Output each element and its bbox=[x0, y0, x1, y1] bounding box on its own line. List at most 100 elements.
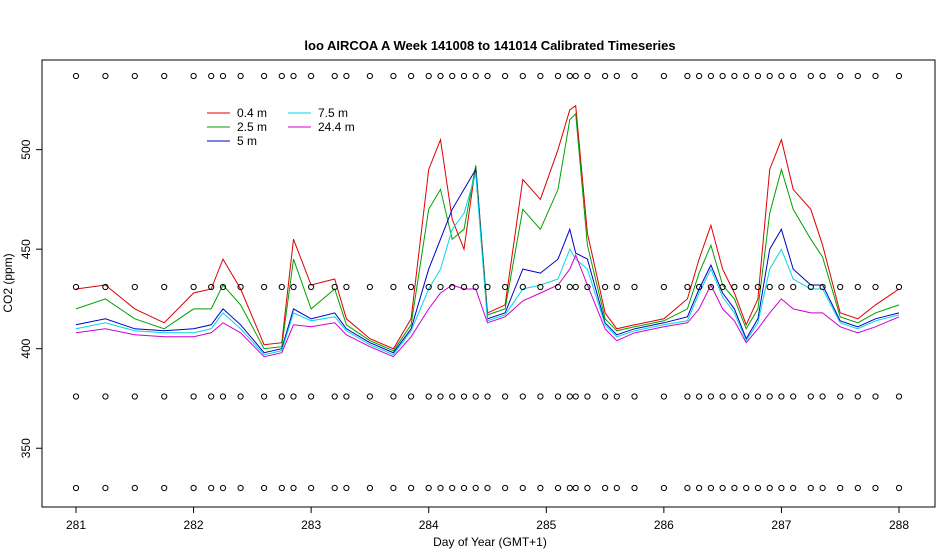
reference-point-marker bbox=[72, 72, 80, 80]
reference-point-marker bbox=[837, 393, 844, 400]
reference-point-marker bbox=[754, 393, 762, 400]
legend-label: 5 m bbox=[237, 134, 257, 148]
reference-point-marker bbox=[754, 484, 762, 492]
reference-point-marker bbox=[502, 393, 509, 400]
reference-point-marker bbox=[190, 393, 197, 400]
reference-point-marker bbox=[895, 72, 903, 80]
legend: 0.4 m2.5 m5 m 7.5 m24.4 m bbox=[207, 106, 355, 148]
reference-point-marker bbox=[472, 393, 479, 400]
plot-frame bbox=[41, 59, 936, 508]
y-tick-label: 450 bbox=[19, 239, 33, 259]
x-tick-label: 287 bbox=[771, 518, 791, 532]
series-line-5-m bbox=[75, 167, 900, 354]
reference-point-marker bbox=[554, 72, 562, 80]
x-tick-label: 288 bbox=[889, 518, 909, 532]
y-axis-label: CO2 (ppm) bbox=[1, 253, 15, 312]
reference-point-marker bbox=[308, 393, 315, 400]
reference-point-marker bbox=[684, 283, 691, 291]
legend-label: 24.4 m bbox=[318, 120, 355, 134]
reference-point-marker bbox=[807, 484, 814, 492]
reference-point-marker bbox=[613, 283, 620, 291]
reference-point-marker bbox=[449, 484, 456, 492]
reference-point-marker bbox=[278, 484, 285, 492]
reference-point-marker bbox=[425, 484, 432, 492]
reference-point-marker bbox=[161, 283, 168, 291]
reference-point-marker bbox=[537, 283, 544, 291]
reference-point-marker bbox=[554, 393, 562, 400]
reference-point-marker bbox=[790, 484, 797, 492]
reference-point-marker bbox=[290, 283, 297, 291]
reference-point-marker bbox=[390, 283, 397, 291]
reference-point-marker bbox=[190, 72, 197, 80]
reference-point-marker bbox=[219, 283, 227, 291]
reference-point-marker bbox=[425, 393, 432, 400]
reference-point-marker bbox=[472, 283, 479, 291]
reference-point-marker bbox=[472, 72, 479, 80]
reference-point-marker bbox=[502, 72, 509, 80]
reference-point-marker bbox=[696, 72, 703, 80]
reference-point-marker bbox=[502, 484, 509, 492]
series-line-2-5-m bbox=[75, 112, 900, 352]
reference-point-marker bbox=[766, 72, 773, 80]
reference-point-marker bbox=[707, 72, 715, 80]
reference-point-marker bbox=[237, 72, 244, 80]
reference-point-marker bbox=[766, 283, 773, 291]
x-axis-label: Day of Year (GMT+1) bbox=[433, 535, 547, 549]
reference-point-marker bbox=[566, 484, 573, 492]
reference-point-marker bbox=[660, 283, 668, 291]
reference-point-marker bbox=[208, 72, 215, 80]
reference-point-marker bbox=[719, 393, 726, 400]
reference-point-marker bbox=[437, 72, 444, 80]
reference-point-marker bbox=[366, 72, 373, 80]
reference-point-marker bbox=[854, 393, 861, 400]
reference-point-marker bbox=[208, 283, 215, 291]
reference-point-marker bbox=[778, 484, 785, 492]
reference-point-marker bbox=[854, 484, 861, 492]
reference-point-marker bbox=[731, 393, 738, 400]
x-tick-label: 281 bbox=[66, 518, 86, 532]
reference-point-marker bbox=[449, 393, 456, 400]
reference-point-marker bbox=[872, 484, 879, 492]
reference-point-marker bbox=[390, 72, 397, 80]
reference-point-marker bbox=[472, 484, 479, 492]
reference-point-marker bbox=[278, 393, 285, 400]
reference-point-marker bbox=[131, 484, 138, 492]
x-tick-label: 283 bbox=[301, 518, 321, 532]
reference-point-marker bbox=[161, 393, 168, 400]
reference-point-marker bbox=[484, 72, 491, 80]
reference-point-marker bbox=[684, 484, 691, 492]
x-tick-label: 284 bbox=[419, 518, 439, 532]
reference-point-marker bbox=[308, 283, 315, 291]
reference-point-marker bbox=[390, 484, 397, 492]
reference-point-marker bbox=[437, 484, 444, 492]
x-tick-label: 282 bbox=[184, 518, 204, 532]
reference-point-marker bbox=[366, 393, 373, 400]
reference-point-marker bbox=[895, 283, 903, 291]
y-tick-label: 500 bbox=[19, 139, 33, 159]
reference-point-marker bbox=[237, 283, 244, 291]
reference-point-marker bbox=[290, 484, 297, 492]
reference-point-marker bbox=[696, 283, 703, 291]
plot-area bbox=[72, 72, 903, 492]
reference-point-marker bbox=[837, 484, 844, 492]
reference-point-marker bbox=[290, 393, 297, 400]
reference-point-marker bbox=[537, 484, 544, 492]
reference-point-marker bbox=[219, 393, 227, 400]
reference-point-marker bbox=[484, 484, 491, 492]
reference-point-marker bbox=[331, 283, 338, 291]
reference-point-marker bbox=[449, 72, 456, 80]
reference-point-marker bbox=[131, 283, 138, 291]
reference-point-marker bbox=[707, 393, 715, 400]
reference-point-marker bbox=[331, 393, 338, 400]
reference-point-marker bbox=[343, 283, 350, 291]
reference-point-marker bbox=[613, 72, 620, 80]
reference-point-marker bbox=[460, 72, 468, 80]
reference-point-marker bbox=[631, 283, 638, 291]
reference-point-marker bbox=[707, 484, 715, 492]
reference-point-marker bbox=[613, 393, 620, 400]
reference-point-marker bbox=[102, 283, 109, 291]
reference-point-marker bbox=[237, 484, 244, 492]
reference-point-marker bbox=[131, 393, 138, 400]
reference-point-marker bbox=[72, 484, 80, 492]
